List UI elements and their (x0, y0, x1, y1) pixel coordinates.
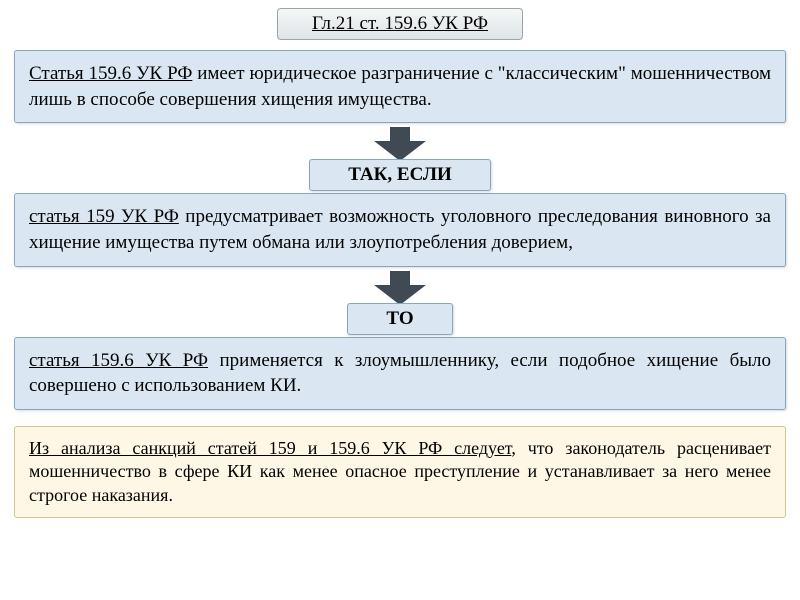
label-then: ТО (347, 303, 452, 335)
box-article-159: статья 159 УК РФ предусматривает возможн… (14, 193, 786, 266)
label-so-if: ТАК, ЕСЛИ (309, 159, 491, 191)
box-article-159-6-applies: статья 159.6 УК РФ применяется к злоумыш… (14, 337, 786, 410)
footer-analysis: Из анализа санкций статей 159 и 159.6 УК… (14, 426, 786, 518)
header-title: Гл.21 ст. 159.6 УК РФ (277, 8, 523, 40)
link-159-6-b: статья 159.6 УК РФ (29, 350, 208, 371)
box-article-159-6: Статья 159.6 УК РФ имеет юридическое раз… (14, 50, 786, 123)
link-159: статья 159 УК РФ (29, 206, 179, 227)
arrow-1 (370, 127, 430, 161)
footer-lead: Из анализа санкций статей 159 и 159.6 УК… (29, 438, 511, 458)
arrow-2 (370, 271, 430, 305)
link-159-6: Статья 159.6 УК РФ (29, 63, 192, 84)
